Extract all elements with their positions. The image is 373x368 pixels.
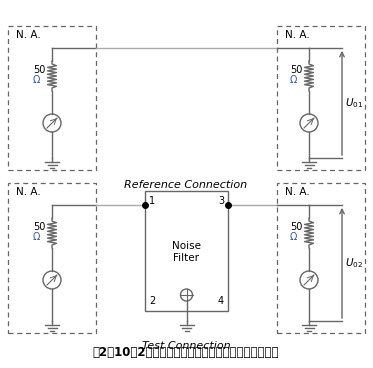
Bar [277, 26, 365, 170]
Text: 50: 50 [290, 222, 303, 232]
Text: 50: 50 [290, 65, 303, 75]
Text: $U_{01}$: $U_{01}$ [345, 96, 363, 110]
Text: Test Connection: Test Connection [142, 341, 230, 351]
Text: 3: 3 [218, 196, 224, 206]
Text: N. A.: N. A. [16, 187, 41, 197]
Text: $U_{02}$: $U_{02}$ [345, 256, 363, 270]
Text: Ω: Ω [290, 75, 297, 85]
Text: N. A.: N. A. [285, 187, 310, 197]
Text: N. A.: N. A. [285, 30, 310, 40]
Text: N. A.: N. A. [16, 30, 41, 40]
Bar [145, 191, 228, 311]
Bar [8, 183, 96, 333]
Text: Noise: Noise [172, 241, 201, 251]
Text: 50: 50 [33, 65, 46, 75]
Text: Reference Connection: Reference Connection [125, 180, 248, 190]
Bar [8, 26, 96, 170]
Text: Ω: Ω [290, 232, 297, 242]
Text: 4: 4 [218, 296, 224, 306]
Text: 図2．10．2　減衰特性測定方法（単相コモンモード）: 図2．10．2 減衰特性測定方法（単相コモンモード） [93, 346, 279, 359]
Text: 50: 50 [33, 222, 46, 232]
Text: Ω: Ω [33, 232, 40, 242]
Bar [277, 183, 365, 333]
Text: Filter: Filter [173, 253, 200, 263]
Text: 2: 2 [149, 296, 155, 306]
Text: Ω: Ω [33, 75, 40, 85]
Text: 1: 1 [149, 196, 155, 206]
